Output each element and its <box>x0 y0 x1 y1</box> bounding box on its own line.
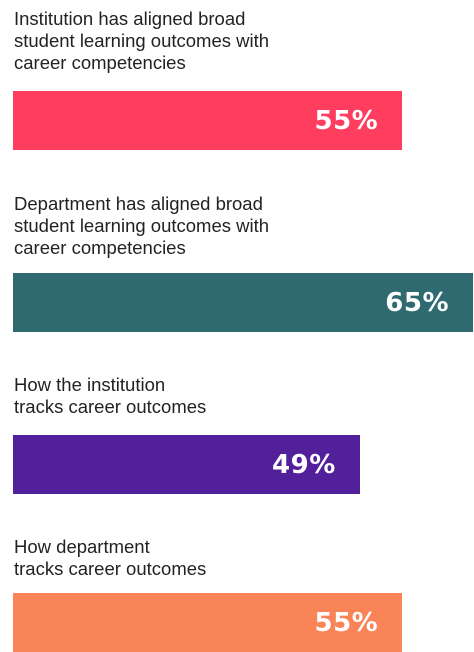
category-label-line: Department has aligned broad <box>14 193 263 214</box>
bar: 55% <box>13 593 403 652</box>
category-label-line: How department <box>14 536 150 557</box>
category-label: How department tracks career outcomes <box>14 536 454 580</box>
bar-value-label: 55% <box>314 105 379 136</box>
category-label-line: tracks career outcomes <box>14 396 207 417</box>
category-label: How the institution tracks career outcome… <box>14 374 454 418</box>
category-label: Department has aligned broad student lear… <box>14 193 454 259</box>
category-label: Institution has aligned broad student lea… <box>14 8 454 74</box>
category-label-line: student learning outcomes with <box>14 30 270 51</box>
bar-value-label: 55% <box>314 607 379 638</box>
bar: 55% <box>13 91 403 150</box>
category-label-line: tracks career outcomes <box>14 558 207 579</box>
bar: 49% <box>13 435 360 494</box>
category-label-line: student learning outcomes with <box>14 215 270 236</box>
bar-value-label: 65% <box>385 287 449 318</box>
category-label-line: career competencies <box>14 52 186 73</box>
category-label-line: How the institution <box>14 374 166 395</box>
category-label-line: career competencies <box>14 237 186 258</box>
bar: 65% <box>13 273 473 332</box>
category-label-line: Institution has aligned broad <box>14 8 246 29</box>
bar-value-label: 49% <box>272 449 336 480</box>
